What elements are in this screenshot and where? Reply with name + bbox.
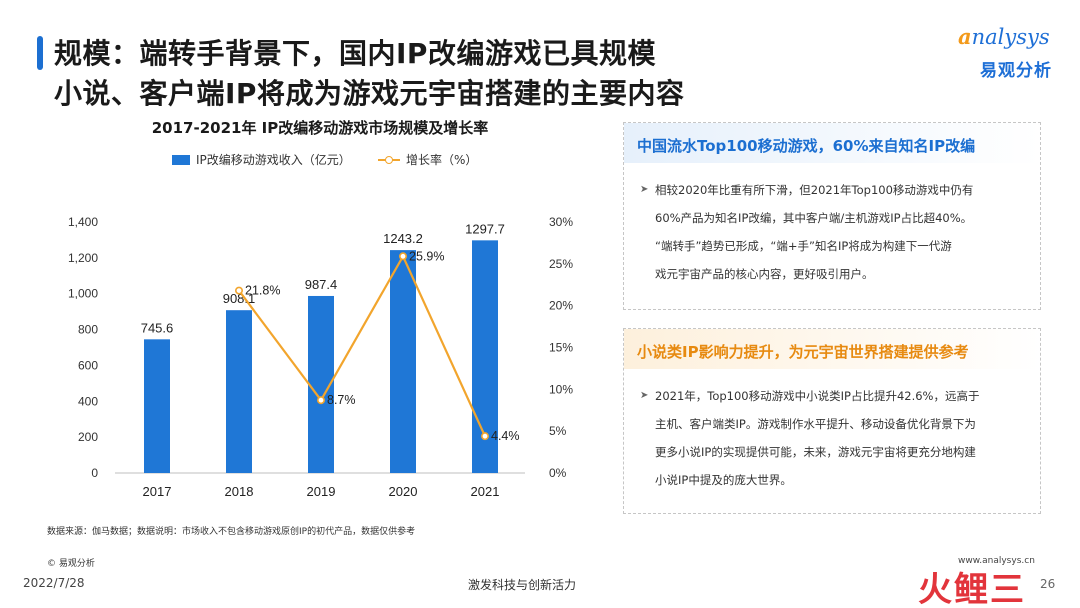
revenue-growth-chart: 0 200 400 600 800 1,000 1,200 1,400 0% 5% 10% 15% 20… [68, 215, 573, 499]
panel-text-line: 戏元宇宙产品的核心内容，更好吸引用户。 [655, 267, 874, 281]
page-number: 26 [1040, 577, 1056, 591]
insight-panel-novel-ip: 小说类IP影响力提升，为元宇宙世界搭建提供参考 ➤ 2021年，Top100移动… [623, 328, 1041, 514]
legend-label-growth: 增长率（%） [406, 153, 478, 167]
x-tick-label: 2018 [225, 484, 254, 499]
y-left-tick-label: 600 [78, 358, 98, 372]
growth-rate-line [238, 253, 487, 437]
footer-slogan: 激发科技与创新活力 [468, 578, 577, 592]
panel-text-line: 2021年，Top100移动游戏中小说类IP占比提升42.6%，远高于 [655, 389, 980, 403]
y-right-tick-label: 30% [549, 215, 573, 229]
y-left-tick-label: 1,400 [68, 215, 98, 229]
analysys-logo: analysys 易观分析 [958, 24, 1062, 81]
website-link[interactable]: www.analysys.cn [958, 556, 1035, 566]
legend-swatch-bar [172, 154, 190, 165]
y-left-tick-label: 400 [78, 394, 98, 408]
title-accent-bar [37, 36, 43, 70]
growth-rate-point [235, 286, 244, 295]
panel-body-top100: ➤ 相较2020年比重有所下滑，但2021年Top100移动游戏中仍有 60%产… [624, 163, 1040, 288]
bullet-arrow-icon: ➤ [640, 390, 649, 401]
y-right-tick-label: 25% [549, 257, 573, 271]
panel-body-novel-ip: ➤ 2021年，Top100移动游戏中小说类IP占比提升42.6%，远高于 主机… [624, 369, 1040, 494]
bar-value-label: 1243.2 [383, 231, 423, 246]
y-right-tick-label: 10% [549, 382, 573, 396]
panel-text-line: 更多小说IP的实现提供可能，未来，游戏元宇宙将更充分地构建 [655, 445, 976, 459]
logo-wordmark: analysys [958, 24, 1050, 49]
growth-rate-point [316, 396, 325, 405]
panel-title-novel-ip: 小说类IP影响力提升，为元宇宙世界搭建提供参考 [624, 329, 1040, 369]
growth-rate-label: 21.8% [245, 284, 280, 298]
page-title-line2: 小说、客户端IP将成为游戏元宇宙搭建的主要内容 [54, 77, 685, 110]
bullet-arrow-icon: ➤ [640, 184, 649, 195]
y-left-tick-label: 1,200 [68, 251, 98, 265]
growth-rate-point [480, 432, 489, 441]
growth-rate-label: 25.9% [409, 249, 444, 263]
y-right-tick-label: 5% [549, 424, 567, 438]
panel-text-line: 相较2020年比重有所下滑，但2021年Top100移动游戏中仍有 [655, 183, 974, 197]
legend-swatch-line [378, 155, 400, 165]
bar-value-label: 987.4 [305, 277, 338, 292]
growth-rate-label: 8.7% [327, 393, 356, 407]
y-right-tick-label: 15% [549, 341, 573, 355]
chart-title: 2017-2021年 IP改编移动游戏市场规模及增长率 [151, 119, 489, 137]
bar-revenue-2018 [226, 310, 252, 473]
copyright: © 易观分析 [47, 559, 95, 569]
legend-item-revenue: IP改编移动游戏收入（亿元） [172, 151, 351, 168]
bar-revenue-2017 [144, 339, 170, 473]
legend-label-revenue: IP改编移动游戏收入（亿元） [196, 153, 351, 167]
y-left-tick-label: 200 [78, 430, 98, 444]
x-tick-label: 2021 [471, 484, 500, 499]
y-left-tick-label: 0 [91, 466, 98, 480]
y-left-tick-label: 1,000 [68, 287, 98, 301]
x-tick-label: 2017 [143, 484, 172, 499]
logo-cn-name: 易观分析 [980, 61, 1052, 81]
growth-rate-label: 4.4% [491, 429, 520, 443]
bar-value-label: 745.6 [141, 320, 174, 335]
panel-text-line: “端转手”趋势已形成，“端+手”知名IP将成为构建下一代游 [655, 239, 952, 253]
x-tick-label: 2020 [389, 484, 418, 499]
legend-item-growth: 增长率（%） [378, 151, 477, 168]
report-date: 2022/7/28 [23, 576, 85, 590]
y-left-tick-label: 800 [78, 323, 98, 337]
panel-title-top100: 中国流水Top100移动游戏，60%来自知名IP改编 [624, 123, 1040, 163]
bar-revenue-2020 [390, 250, 416, 473]
y-right-tick-label: 0% [549, 466, 567, 480]
y-right-tick-label: 20% [549, 299, 573, 313]
panel-text-line: 主机、客户端类IP。游戏制作水平提升、移动设备优化背景下为 [655, 417, 976, 431]
page-title-line1: 规模：端转手背景下，国内IP改编游戏已具规模 [54, 37, 656, 70]
panel-text-line: 小说IP中提及的庞大世界。 [655, 473, 792, 487]
data-source-note: 数据来源：伽马数据；数据说明：市场收入不包含移动游戏原创IP的初代产品，数据仅供… [47, 527, 416, 537]
insight-panel-top100: 中国流水Top100移动游戏，60%来自知名IP改编 ➤ 相较2020年比重有所… [623, 122, 1041, 310]
bar-value-label: 1297.7 [465, 221, 505, 236]
growth-rate-point [398, 252, 407, 261]
x-tick-label: 2019 [307, 484, 336, 499]
brand-watermark: 火鲤三 [918, 570, 1026, 608]
panel-text-line: 60%产品为知名IP改编，其中客户端/主机游戏IP占比超40%。 [655, 211, 973, 225]
